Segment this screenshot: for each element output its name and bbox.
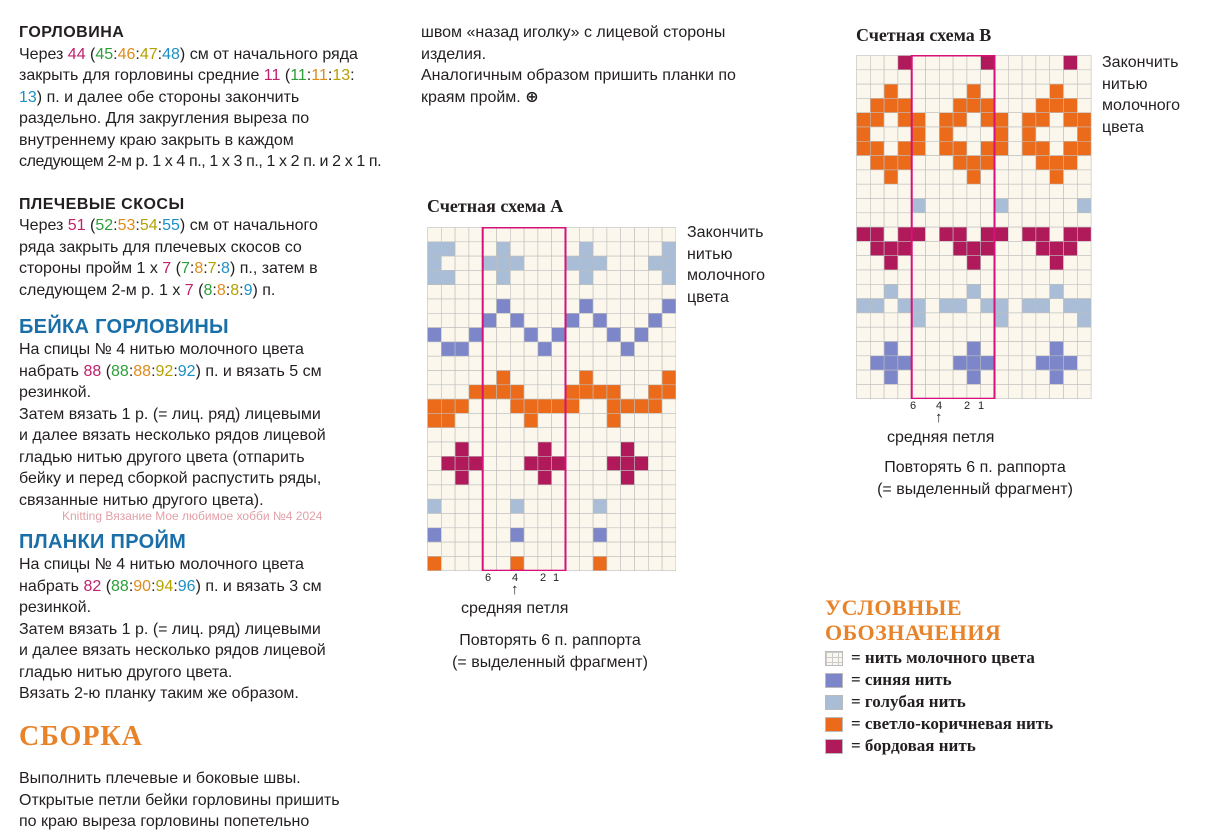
legend-item-lightblue: = голубая нить [825, 692, 966, 712]
band-line-3: резинкой. [19, 384, 92, 401]
cream-swatch-icon [825, 650, 843, 666]
legend-item-burgundy: = бордовая нить [825, 736, 976, 756]
chart-b-arrow-icon: ↑ [935, 409, 943, 426]
legend-title-line: УСЛОВНЫЕ [825, 595, 963, 620]
legend-item-brown: = светло-коричневая нить [825, 714, 1053, 734]
blue-swatch-icon [825, 672, 843, 688]
arm-line-1: На спицы № 4 нитью молочного цвета [19, 556, 304, 573]
chart-a-tick-1: 1 [553, 572, 560, 584]
neck-line-6: следующем 2-м р. 1 х 4 п., 1 х 3 п., 1 х… [19, 153, 382, 170]
chart-b-tick-6: 6 [910, 400, 917, 412]
chart-b-note: Закончить нитью молочного цвета [1102, 52, 1180, 138]
assembly-line-1: Выполнить плечевые и боковые швы. [19, 770, 301, 787]
chart-b-note-line: Закончить [1102, 54, 1179, 71]
legend-item-blue: = синяя нить [825, 670, 952, 690]
legend-title: УСЛОВНЫЕ ОБОЗНАЧЕНИЯ [825, 595, 1001, 645]
chart-a-repeat-line: (= выделенный фрагмент) [452, 654, 648, 671]
chart-a-note: Закончить нитью молочного цвета [687, 222, 765, 308]
section-title-armhole: ПЛАНКИ ПРОЙМ [19, 531, 187, 553]
chart-a-repeat-line: Повторять 6 п. раппорта [459, 632, 641, 649]
arm-line-2: набрать 82 (88:90:94:96) п. и вязать 3 с… [19, 577, 322, 595]
legend-label: = голубая нить [851, 692, 966, 711]
middle-line-1: швом «назад иголку» с лицевой стороны [421, 24, 726, 41]
chart-b-note-line: цвета [1102, 118, 1144, 136]
chart-b-title: Счетная схема В [856, 25, 992, 45]
lightblue-swatch-icon [825, 694, 843, 710]
chart-a-tick-6: 6 [485, 572, 492, 584]
chart-b-note-line: молочного [1102, 97, 1181, 114]
shoulder-line-2: ряда закрыть для плечевых скосов со [19, 238, 302, 256]
arm-line-4: Затем вязать 1 р. (= лиц. ряд) лицевыми [19, 620, 321, 638]
chart-b-tick-4: 4 [936, 400, 943, 412]
neck-line-3: 13) п. и далее обе стороны закончить [19, 88, 300, 106]
arm-line-5: и далее вязать несколько рядов лицевой [19, 642, 326, 659]
chart-b-note-line: нитью [1102, 75, 1148, 93]
chart-a-tick-4: 4 [512, 572, 519, 584]
middle-text: швом «назад иголку» с лицевой стороны из… [421, 22, 811, 108]
neck-line-4: раздельно. Для закругления выреза по [19, 110, 310, 127]
chart-b-grid [856, 55, 1092, 400]
chart-a-arrow-icon: ↑ [511, 581, 519, 598]
chart-a-grid [427, 227, 677, 572]
chart-a-middle-label: средняя петля [461, 600, 569, 617]
chart-b-tick-2: 2 [964, 400, 971, 412]
chart-a-note-line: нитью [687, 245, 733, 263]
chart-b-repeat-line: (= выделенный фрагмент) [877, 481, 1073, 498]
band-line-6: гладью нитью другого цвета (отпарить [19, 448, 305, 466]
chart-a-repeat: Повторять 6 п. раппорта (= выделенный фр… [445, 630, 655, 674]
burgundy-swatch-icon [825, 738, 843, 754]
band-line-7: бейку и перед сборкой распустить ряды, [19, 470, 322, 487]
arm-line-3: резинкой. [19, 599, 92, 616]
middle-line-3: Аналогичным образом пришить планки по [421, 67, 736, 84]
section-title-band: БЕЙКА ГОРЛОВИНЫ [19, 316, 229, 338]
band-line-8: связанные нитью другого цвета). [19, 491, 264, 509]
neck-line-2: закрыть для горловины средние 11 (11:11:… [19, 67, 355, 84]
shoulder-line-3: стороны пройм 1 х 7 (7:8:7:8) п., затем … [19, 260, 318, 277]
shoulder-line-1: Через 51 (52:53:54:55) см от начального [19, 217, 318, 234]
legend-label: = нить молочного цвета [851, 648, 1035, 667]
left-column-lower: ПЛАНКИ ПРОЙМ На спицы № 4 нитью молочног… [19, 530, 409, 705]
end-mark-icon: ⊕ [525, 88, 539, 106]
assembly-line-2: Открытые петли бейки горловины пришить [19, 791, 340, 809]
legend-label: = бордовая нить [851, 736, 976, 755]
arm-line-7: Вязать 2-ю планку таким же образом. [19, 685, 299, 702]
chart-a-title: Счетная схема А [427, 196, 564, 216]
brown-swatch-icon [825, 716, 843, 732]
chart-a-note-line: цвета [687, 288, 729, 306]
band-line-1: На спицы № 4 нитью молочного цвета [19, 341, 304, 358]
chart-b-repeat-line: Повторять 6 п. раппорта [884, 459, 1066, 476]
band-line-2: набрать 88 (88:88:92:92) п. и вязать 5 с… [19, 362, 322, 380]
neck-line-1: Через 44 (45:46:47:48) см от начального … [19, 45, 358, 63]
chart-a-note-line: Закончить [687, 224, 764, 241]
chart-a-tick-2: 2 [540, 572, 547, 584]
arm-line-6: гладью нитью другого цвета. [19, 663, 233, 681]
section-title-shoulder: ПЛЕЧЕВЫЕ СКОСЫ [19, 195, 185, 213]
middle-line-2: изделия. [421, 45, 487, 63]
chart-b-tick-1: 1 [978, 400, 985, 412]
band-line-4: Затем вязать 1 р. (= лиц. ряд) лицевыми [19, 405, 321, 423]
section-title-assembly: СБОРКА [19, 721, 143, 752]
legend-label: = светло-коричневая нить [851, 714, 1054, 733]
assembly-line-3: по краю выреза горловины попетельно [19, 813, 310, 830]
legend-item-cream: = нить молочного цвета [825, 648, 1035, 668]
watermark: Knitting Вязание Мое любимое хобби №4 20… [62, 509, 323, 523]
neck-line-5: внутреннему краю закрыть в каждом [19, 131, 294, 149]
assembly-section: СБОРКА Выполнить плечевые и боковые швы.… [19, 721, 409, 833]
middle-line-4: краям пройм. ⊕ [421, 88, 539, 106]
legend-label: = синяя нить [851, 670, 952, 689]
section-title-neck: ГОРЛОВИНА [19, 24, 125, 41]
left-column: ГОРЛОВИНА Через 44 (45:46:47:48) см от н… [19, 22, 409, 511]
shoulder-line-4: следующем 2-м р. 1 х 7 (8:8:8:9) п. [19, 281, 276, 299]
chart-b-middle-label: средняя петля [887, 429, 995, 446]
chart-b-repeat: Повторять 6 п. раппорта (= выделенный фр… [870, 457, 1080, 501]
legend-title-line: ОБОЗНАЧЕНИЯ [825, 620, 1002, 645]
chart-a-note-line: молочного [687, 267, 766, 284]
band-line-5: и далее вязать несколько рядов лицевой [19, 427, 326, 444]
